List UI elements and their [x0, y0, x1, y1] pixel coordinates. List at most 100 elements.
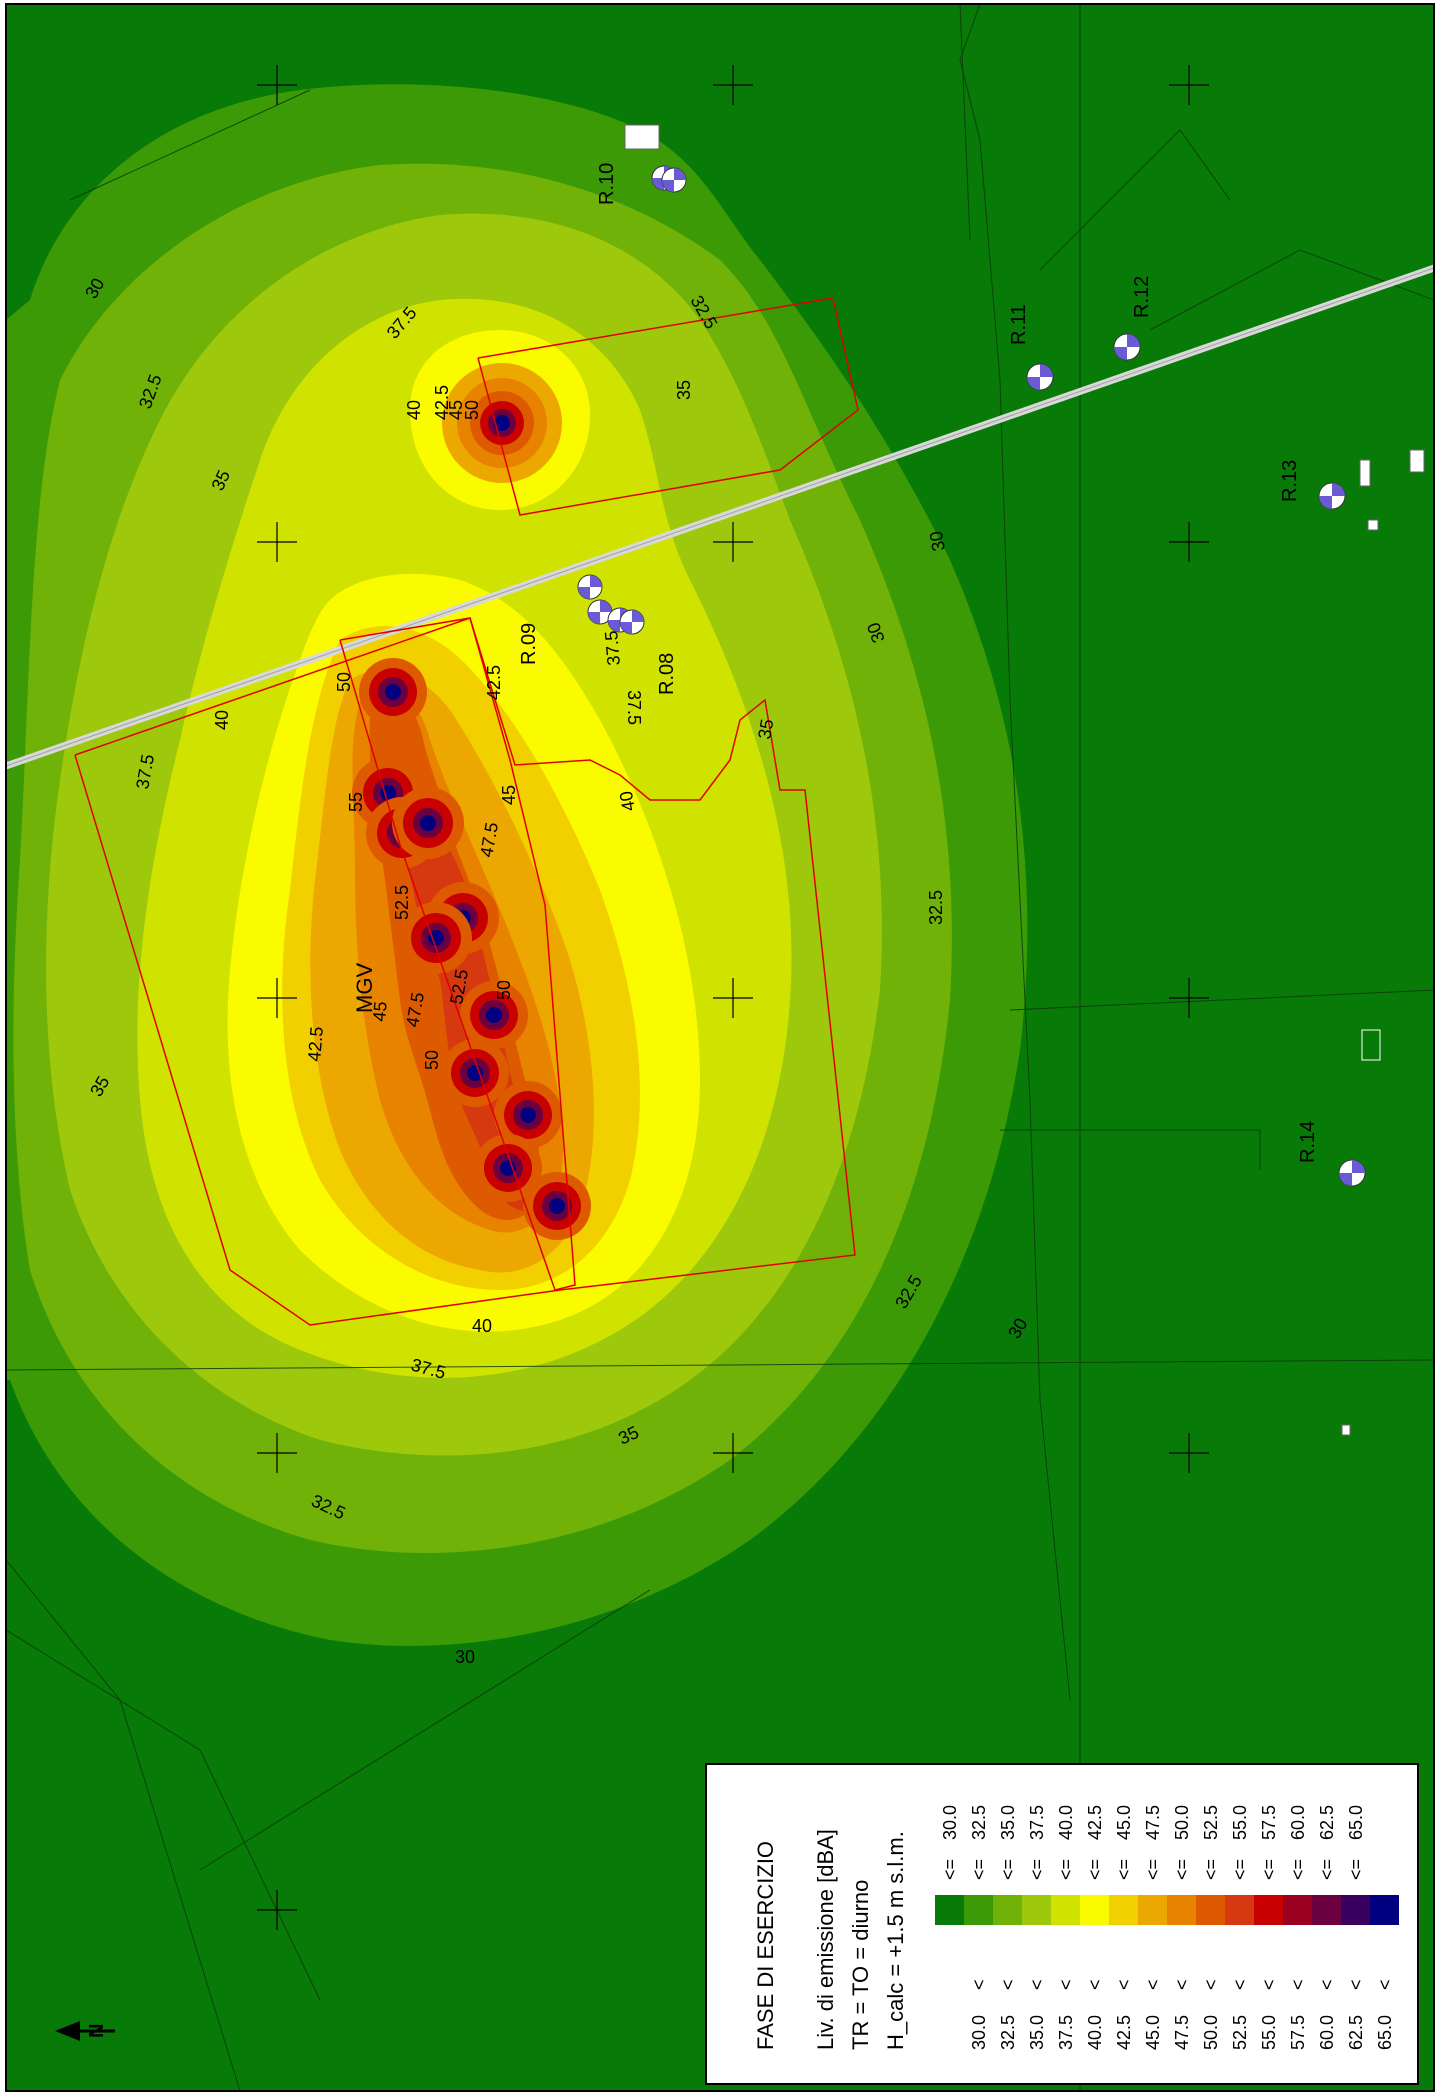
legend-upper: 57.5	[1259, 1805, 1279, 1840]
label-37-5-b: 37.5	[601, 630, 624, 667]
legend-lower: 42.5	[1114, 2015, 1134, 2050]
legend-op2: <=	[998, 1859, 1018, 1880]
legend-row: 57.5 < <= 60.0	[1283, 1805, 1312, 2050]
label-40-c: 40	[212, 710, 232, 730]
receiver-label-r11: R.11	[1008, 304, 1030, 345]
legend-op2: <=	[1201, 1859, 1221, 1880]
grid-crosses	[257, 65, 1209, 1930]
legend-op2: <=	[1346, 1859, 1366, 1880]
legend-op1: <	[1375, 1979, 1395, 1990]
legend-row: 52.5 < <= 55.0	[1225, 1805, 1254, 2050]
label-35-c: 35	[754, 717, 777, 740]
buildings	[624, 124, 1425, 1436]
label-40-d: 40	[472, 1316, 492, 1336]
legend-line2: TR = TO = diurno	[848, 1880, 873, 2050]
legend-op2: <=	[1317, 1859, 1337, 1880]
receiver-label-r12: R.12	[1131, 276, 1153, 318]
legend-lower: 32.5	[998, 2015, 1018, 2050]
legend-swatch	[1254, 1895, 1283, 1925]
site-boundaries	[74, 297, 859, 1326]
legend-title: FASE DI ESERCIZIO	[753, 1841, 778, 2050]
legend-upper: 62.5	[1317, 1805, 1337, 1840]
receiver-r08: R.08	[607, 607, 678, 695]
receiver-r11: R.11	[1008, 304, 1054, 391]
legend-line3: H_calc = +1.5 m s.l.m.	[883, 1831, 908, 2050]
legend-lower: 30.0	[969, 2015, 989, 2050]
label-30-b: 30	[926, 530, 949, 553]
label-50: 50	[462, 400, 482, 420]
receiver-label-r10: R.10	[596, 163, 618, 205]
legend-swatch	[964, 1895, 993, 1925]
legend-line1: Liv. di emissione [dBA]	[813, 1829, 838, 2050]
label-40: 40	[404, 400, 424, 420]
label-50-b: 50	[334, 672, 354, 692]
label-45-b: 45	[499, 785, 519, 805]
legend-op2: <=	[940, 1859, 960, 1880]
legend-row: <= 30.0	[935, 1805, 964, 1925]
label-30-d: 30	[455, 1647, 475, 1667]
receiver-r13: R.13	[1279, 460, 1346, 510]
legend-row: 32.5 < <= 35.0	[993, 1805, 1022, 2050]
legend-upper: 52.5	[1201, 1805, 1221, 1840]
legend: FASE DI ESERCIZIO Liv. di emissione [dBA…	[705, 1763, 1419, 2085]
legend-row: 47.5 < <= 50.0	[1167, 1805, 1196, 2050]
legend-upper: 47.5	[1143, 1805, 1163, 1840]
receiver-label-r13: R.13	[1279, 460, 1301, 502]
receivers: R.10 R.11 R.12 R.13 R.09 R.	[518, 163, 1366, 1187]
legend-lower: 52.5	[1230, 2015, 1250, 2050]
legend-op1: <	[1230, 1979, 1250, 1990]
label-45: 45	[446, 400, 466, 420]
legend-upper: 60.0	[1288, 1805, 1308, 1840]
legend-op2: <=	[1114, 1859, 1134, 1880]
legend-lower: 50.0	[1201, 2015, 1221, 2050]
legend-op2: <=	[969, 1859, 989, 1880]
legend-op1: <	[1085, 1979, 1105, 1990]
legend-lower: 47.5	[1172, 2015, 1192, 2050]
label-52-5: 52.5	[392, 885, 412, 920]
label-42-5-c: 42.5	[304, 1026, 327, 1063]
legend-upper: 50.0	[1172, 1805, 1192, 1840]
legend-row: 42.5 < <= 45.0	[1109, 1805, 1138, 2050]
legend-row: 60.0 < <= 62.5	[1312, 1805, 1341, 2050]
legend-swatch	[1138, 1895, 1167, 1925]
receiver-r12: R.12	[1113, 276, 1153, 361]
legend-lower: 40.0	[1085, 2015, 1105, 2050]
legend-upper: 55.0	[1230, 1805, 1250, 1840]
legend-row: 40.0 < <= 42.5	[1080, 1805, 1109, 2050]
legend-op1: <	[1288, 1979, 1308, 1990]
legend-op2: <=	[1288, 1859, 1308, 1880]
legend-op1: <	[1114, 1979, 1134, 1990]
legend-swatch	[1167, 1895, 1196, 1925]
legend-upper: 45.0	[1114, 1805, 1134, 1840]
receiver-label-r09: R.09	[518, 623, 540, 665]
legend-row: 35.0 < <= 37.5	[1022, 1805, 1051, 2050]
label-32-5-e: 32.5	[926, 890, 946, 925]
contour-labels: 30 32.5 35 37.5 40 42.5 45 50 35 32.5 30…	[81, 275, 1031, 1667]
legend-lower: 45.0	[1143, 2015, 1163, 2050]
legend-op2: <=	[1143, 1859, 1163, 1880]
legend-swatch	[1312, 1895, 1341, 1925]
legend-row: 55.0 < <= 57.5	[1254, 1805, 1283, 2050]
site-label-mgv: MGV	[352, 963, 377, 1013]
legend-upper: 35.0	[998, 1805, 1018, 1840]
legend-op1: <	[1143, 1979, 1163, 1990]
legend-op1: <	[1317, 1979, 1337, 1990]
legend-swatch	[1196, 1895, 1225, 1925]
legend-lower: 65.0	[1375, 2015, 1395, 2050]
legend-lower: 60.0	[1317, 2015, 1337, 2050]
legend-op1: <	[1172, 1979, 1192, 1990]
legend-rows: <=30.0 30.0 < <= 32.532.5 < <= 35.035.0<<=37.53…	[935, 1805, 1399, 2050]
legend-op2: <=	[1056, 1859, 1076, 1880]
legend-op1: <	[1259, 1979, 1279, 1990]
legend-op1: <	[998, 1979, 1018, 1990]
label-50-d: 50	[422, 1050, 442, 1070]
legend-op1: <	[1056, 1979, 1076, 1990]
legend-swatch	[993, 1895, 1022, 1925]
legend-lower: 62.5	[1346, 2015, 1366, 2050]
legend-row: 65.0 <	[1370, 1895, 1399, 2050]
north-label: N	[86, 2024, 108, 2038]
legend-row: 50.0 < <= 52.5	[1196, 1805, 1225, 2050]
legend-swatch	[1283, 1895, 1312, 1925]
map-border	[5, 3, 1435, 2092]
legend-swatch	[1109, 1895, 1138, 1925]
